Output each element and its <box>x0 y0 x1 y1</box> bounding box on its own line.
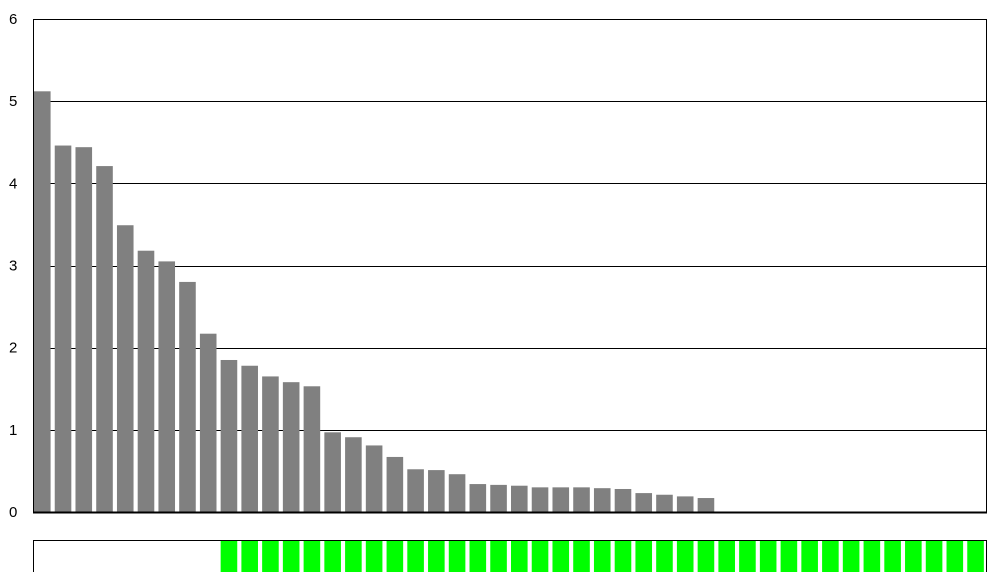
indicator-cell <box>220 541 238 572</box>
bar <box>54 145 72 512</box>
bar <box>656 494 673 512</box>
bar <box>635 493 653 512</box>
grid-lines <box>33 101 987 431</box>
indicator-cell <box>324 541 341 572</box>
bar <box>96 166 113 512</box>
indicator-cell <box>780 541 798 572</box>
bar <box>324 432 341 512</box>
y-tick-label: 4 <box>9 175 17 192</box>
indicator-cell <box>593 541 611 572</box>
y-tick-label: 3 <box>9 258 17 275</box>
bar <box>428 470 445 512</box>
bar <box>282 382 300 512</box>
indicator-cell <box>345 541 362 572</box>
y-tick-label: 2 <box>9 340 17 357</box>
indicator-cell <box>884 541 901 572</box>
bar <box>697 498 715 512</box>
indicator-cell <box>490 541 507 572</box>
indicator-cell <box>552 541 570 572</box>
bar <box>511 485 528 512</box>
bar <box>386 456 404 512</box>
bar <box>345 437 362 512</box>
indicator-cell <box>925 541 943 572</box>
indicator-cell <box>365 541 383 572</box>
bar <box>75 147 93 512</box>
bar <box>262 376 279 512</box>
axes <box>33 19 987 514</box>
bar <box>614 488 632 512</box>
bar <box>241 365 258 512</box>
bar <box>365 445 383 512</box>
y-tick-label: 6 <box>9 11 17 28</box>
indicator-cell <box>241 541 258 572</box>
y-tick-labels: 0 1 2 3 4 5 6 <box>9 11 17 521</box>
bar <box>676 496 694 512</box>
bar <box>469 484 487 512</box>
bar <box>303 386 321 512</box>
bar <box>116 225 134 512</box>
indicator-cell <box>822 541 839 572</box>
indicator-cell <box>842 541 860 572</box>
bar <box>199 333 217 512</box>
indicator-cell <box>801 541 818 572</box>
indicator-cell <box>469 541 487 572</box>
bar <box>593 488 611 512</box>
indicator-cell <box>967 541 984 572</box>
bar <box>448 474 466 512</box>
bar <box>552 487 570 512</box>
indicator-cell <box>697 541 715 572</box>
bar <box>179 281 196 512</box>
indicator-cell <box>448 541 466 572</box>
bar <box>34 91 51 512</box>
bar <box>490 484 507 512</box>
indicator-cell <box>739 541 756 572</box>
indicator-cell <box>428 541 445 572</box>
indicator-cell <box>407 541 424 572</box>
indicator-cell <box>676 541 694 572</box>
y-tick-label: 0 <box>9 504 17 521</box>
bar <box>158 261 176 512</box>
indicator-cell <box>656 541 673 572</box>
bars <box>34 91 715 512</box>
bar <box>407 469 424 512</box>
indicator-cell <box>718 541 735 572</box>
bar <box>573 487 590 512</box>
indicator-cell <box>303 541 321 572</box>
indicator-cell <box>262 541 279 572</box>
indicator-cell <box>863 541 881 572</box>
indicator-cell <box>511 541 528 572</box>
indicator-cell <box>614 541 632 572</box>
indicator-cell <box>759 541 777 572</box>
indicator-cell <box>635 541 653 572</box>
y-tick-label: 1 <box>9 422 17 439</box>
indicator-cell <box>946 541 964 572</box>
bar <box>220 359 238 512</box>
bar <box>137 250 155 512</box>
y-tick-label: 5 <box>9 93 17 110</box>
indicator-cell <box>386 541 404 572</box>
indicator-cell <box>282 541 300 572</box>
bar <box>531 487 549 512</box>
indicator-cell <box>573 541 590 572</box>
indicator-cell <box>905 541 922 572</box>
indicator-cell <box>531 541 549 572</box>
indicator-strip <box>33 540 987 572</box>
